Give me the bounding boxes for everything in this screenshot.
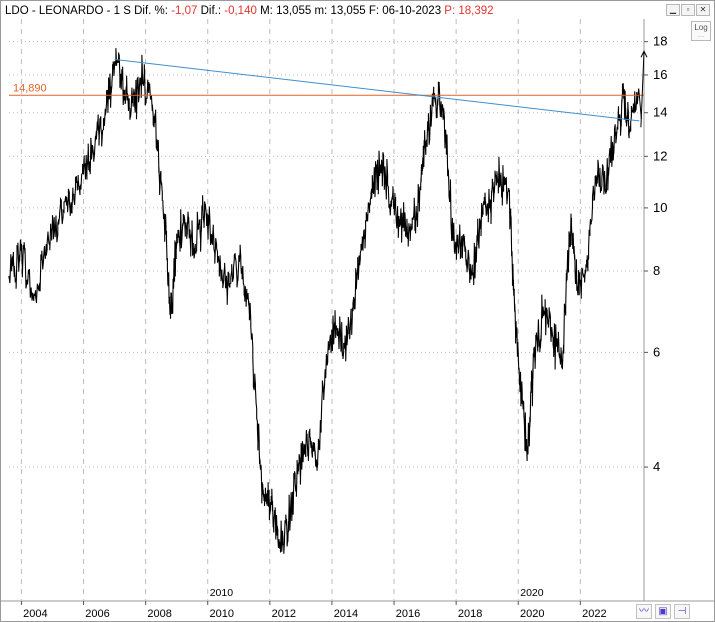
x-tick-label: 2004 bbox=[23, 608, 47, 620]
date-value: 06-10-2023 bbox=[382, 5, 442, 17]
x-tick-label: 2018 bbox=[458, 608, 482, 620]
maximize-button[interactable]: ▫ bbox=[681, 4, 695, 16]
x-era-label: 2020 bbox=[520, 587, 544, 599]
dif-value: -0,140 bbox=[224, 5, 257, 17]
trendline bbox=[114, 58, 640, 122]
save-icon[interactable]: ▣ bbox=[655, 604, 671, 619]
minimize-button[interactable]: ▁ bbox=[666, 4, 680, 16]
x-era-label: 2010 bbox=[210, 587, 234, 599]
log-sub-label: ..... bbox=[697, 33, 705, 39]
date-label: F: bbox=[368, 5, 380, 17]
min-label: m: bbox=[314, 5, 328, 17]
y-tick-label: 14 bbox=[653, 105, 667, 120]
price-series-line bbox=[8, 48, 640, 554]
x-tick-label: 2008 bbox=[147, 608, 171, 620]
period-label[interactable]: 1 S bbox=[113, 5, 131, 17]
y-tick-label: 16 bbox=[653, 67, 667, 82]
x-tick-label: 2022 bbox=[582, 608, 606, 620]
price-value: 18,392 bbox=[458, 5, 494, 17]
min-value: 13,055 bbox=[330, 5, 366, 17]
x-tick-label: 2020 bbox=[520, 608, 544, 620]
x-tick-label: 2010 bbox=[209, 608, 233, 620]
ticker-label: LDO - LEONARDO - bbox=[5, 5, 111, 17]
log-scale-button[interactable]: Log ..... bbox=[691, 21, 711, 41]
x-tick-label: 2016 bbox=[396, 608, 420, 620]
max-label: M: bbox=[260, 5, 273, 17]
annotation-arrow-head bbox=[640, 50, 648, 58]
y-tick-label: 18 bbox=[653, 34, 667, 49]
y-tick-label: 6 bbox=[653, 344, 660, 359]
y-tick-label: 10 bbox=[653, 200, 667, 215]
resistance-label: 14,890 bbox=[13, 82, 47, 94]
dif-pct-label: Dif. %: bbox=[134, 5, 168, 17]
y-tick-label: 4 bbox=[653, 459, 660, 474]
y-tick-label: 8 bbox=[653, 263, 660, 278]
y-tick-label: 12 bbox=[653, 148, 667, 163]
log-label: Log bbox=[694, 23, 708, 32]
bottom-toolbar: 〰 ▣ ⊣ bbox=[636, 604, 690, 619]
x-tick-label: 2012 bbox=[272, 608, 296, 620]
window-buttons: ▁ ▫ ✕ bbox=[666, 4, 710, 16]
pin-icon[interactable]: ⊣ bbox=[674, 604, 690, 619]
price-label: P: bbox=[444, 5, 456, 17]
close-button[interactable]: ✕ bbox=[696, 4, 710, 16]
x-tick-label: 2014 bbox=[334, 608, 358, 620]
max-value: 13,055 bbox=[276, 5, 312, 17]
dif-label: Dif.: bbox=[200, 5, 222, 17]
chart-header: LDO - LEONARDO - 1 S Dif. %: -1,07 Dif.:… bbox=[5, 4, 494, 18]
x-tick-label: 2006 bbox=[85, 608, 109, 620]
zigzag-icon[interactable]: 〰 bbox=[636, 604, 652, 619]
dif-pct-value: -1,07 bbox=[171, 5, 198, 17]
price-annotation-line bbox=[638, 95, 642, 119]
